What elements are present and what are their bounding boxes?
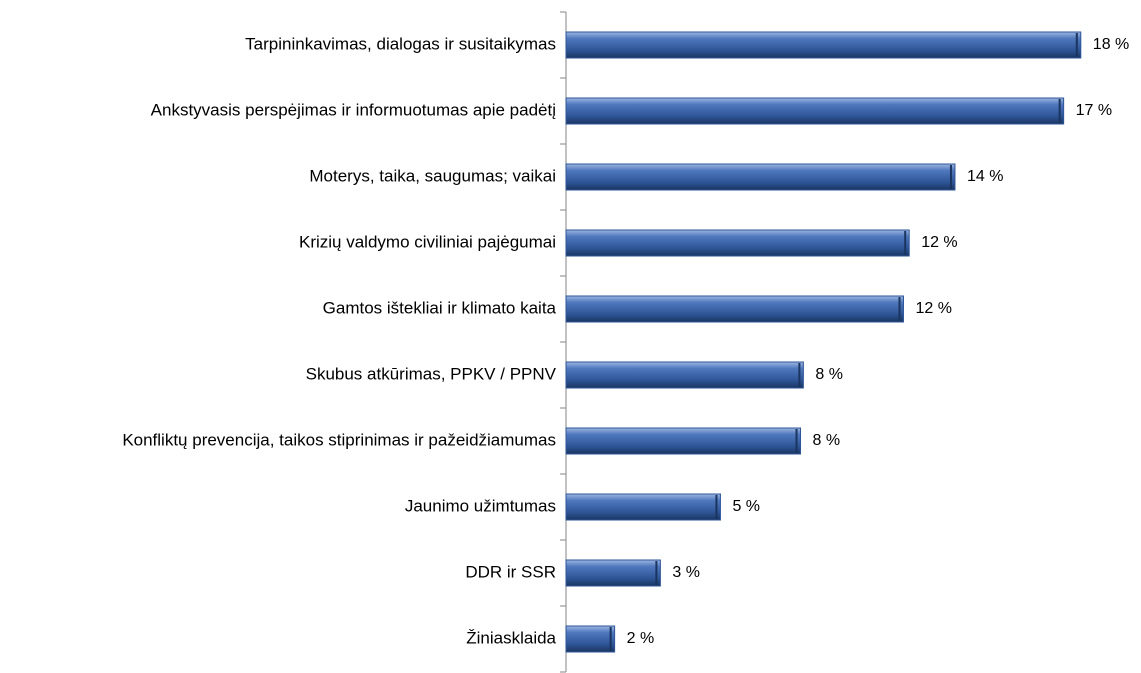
y-tick-label: Tarpininkavimas, dialogas ir susitaikyma… [245,34,556,53]
y-tick-label: Skubus atkūrimas, PPKV / PPNV [306,364,557,383]
y-tick-label: Ankstyvasis perspėjimas ir informuotumas… [151,100,557,119]
bar [565,625,616,653]
value-label: 12 % [915,300,951,317]
bar [565,295,904,323]
value-label: 12 % [921,234,957,251]
bar [565,361,804,389]
value-label: 8 % [813,432,841,449]
y-tick-label: DDR ir SSR [465,562,556,581]
value-label: 17 % [1076,102,1112,119]
bar [565,229,910,257]
y-tick-label: Žiniasklaida [466,628,556,647]
y-tick-label: Jaunimo užimtumas [405,496,556,515]
bar [565,31,1082,59]
bar [565,97,1065,125]
value-label: 18 % [1093,36,1129,53]
bar [565,493,721,521]
value-label: 8 % [815,366,843,383]
y-tick-label: Moterys, taika, saugumas; vaikai [309,166,556,185]
y-tick-label: Gamtos ištekliai ir klimato kaita [323,298,557,317]
bar [565,559,661,587]
value-label: 5 % [732,498,760,515]
value-label: 3 % [672,564,700,581]
y-tick-label: Konfliktų prevencija, taikos stiprinimas… [122,430,556,449]
bar [565,427,802,455]
y-tick-label: Krizių valdymo civiliniai pajėgumai [299,232,556,251]
value-label: 14 % [967,168,1003,185]
bar [565,163,956,191]
value-label: 2 % [627,630,655,647]
